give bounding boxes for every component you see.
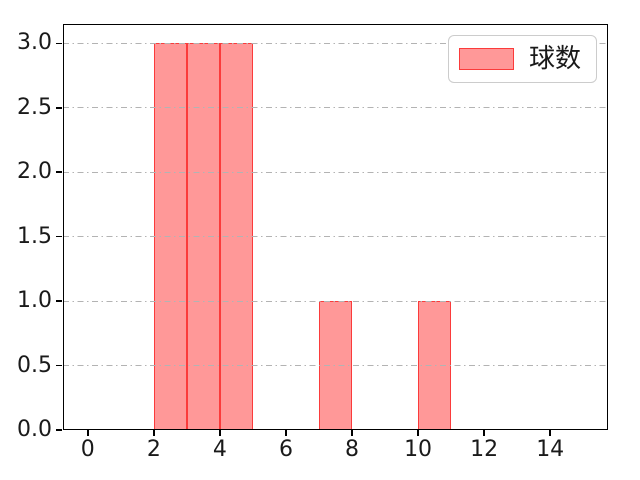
x-tick-mark bbox=[483, 430, 485, 436]
x-tick-label: 2 bbox=[146, 437, 161, 462]
y-tick-mark bbox=[56, 300, 62, 302]
y-tick-label: 1.5 bbox=[17, 223, 52, 249]
x-tick-label: 4 bbox=[212, 437, 227, 462]
x-tick-mark bbox=[87, 430, 89, 436]
y-tick-label: 0.0 bbox=[17, 417, 52, 442]
x-tick-label: 14 bbox=[536, 437, 565, 462]
x-tick-label: 8 bbox=[345, 437, 359, 462]
y-tick-mark bbox=[56, 235, 62, 238]
x-tick-mark bbox=[417, 430, 419, 436]
x-tick-mark bbox=[285, 430, 287, 436]
x-tick-label: 10 bbox=[404, 437, 433, 462]
x-tick-mark bbox=[219, 430, 221, 436]
y-tick-label: 0.5 bbox=[17, 352, 52, 378]
x-tick-mark bbox=[549, 430, 551, 436]
x-tick-label: 0 bbox=[80, 437, 95, 462]
x-tick-mark bbox=[153, 430, 155, 436]
x-tick-label: 6 bbox=[278, 437, 293, 462]
y-tick-mark bbox=[56, 42, 62, 45]
legend-label: 球数 bbox=[529, 44, 582, 74]
y-tick-label: 2.5 bbox=[17, 94, 52, 120]
y-tick-label: 2.0 bbox=[17, 159, 52, 185]
y-tick-mark bbox=[56, 171, 62, 173]
y-tick-mark bbox=[56, 364, 62, 367]
plot-area: 0 2 4 6 8 10 12 14 0.0 0.5 1.0 1.5 2.0 2.5 3.0 bbox=[17, 24, 608, 461]
y-tick-label: 3.0 bbox=[17, 30, 52, 56]
ticks-layer: 0 2 4 6 8 10 12 14 0.0 0.5 1.0 1.5 2.0 2.5 3.0 bbox=[17, 24, 608, 461]
legend-swatch bbox=[459, 48, 514, 70]
y-tick-mark bbox=[56, 429, 62, 431]
x-tick-mark bbox=[351, 430, 353, 436]
y-tick-label: 1.0 bbox=[17, 288, 52, 314]
y-tick-mark bbox=[56, 107, 62, 109]
x-tick-label: 12 bbox=[470, 437, 499, 462]
legend: 球数 bbox=[448, 35, 597, 83]
